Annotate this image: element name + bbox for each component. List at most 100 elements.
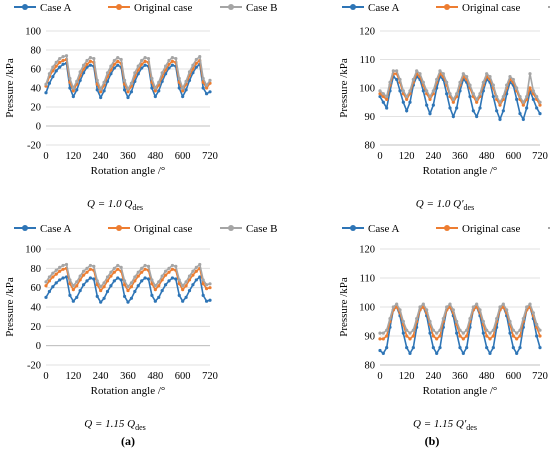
y-tick-label: 100 (359, 84, 375, 95)
data-point (431, 89, 435, 93)
data-point (435, 337, 439, 341)
data-point (64, 54, 69, 58)
data-point (201, 293, 205, 297)
x-tick-label: 720 (532, 371, 548, 382)
data-point (428, 319, 432, 324)
legend-swatch-marker (350, 4, 356, 10)
data-point (201, 278, 205, 282)
data-point (448, 106, 452, 110)
data-point (471, 305, 475, 309)
legend-entry: Original case (436, 2, 520, 14)
data-point (518, 94, 522, 99)
data-point (143, 267, 147, 271)
data-point (58, 65, 62, 69)
data-point (85, 58, 89, 63)
data-point (525, 106, 529, 110)
legend-entry: Original case (436, 223, 520, 235)
data-point (518, 328, 522, 332)
data-point (153, 86, 157, 90)
caption-bottom-right: Q = 1.15 Q′des (413, 418, 477, 433)
x-tick-label: 360 (120, 151, 136, 162)
data-point (194, 57, 198, 62)
data-point (208, 286, 212, 290)
data-point (495, 94, 499, 99)
data-point (64, 262, 69, 267)
data-point (47, 279, 52, 283)
data-point (140, 58, 144, 63)
data-point (445, 92, 449, 96)
data-point (491, 334, 495, 338)
data-point (68, 76, 72, 81)
data-point (109, 284, 113, 288)
data-point (160, 278, 164, 282)
data-point (381, 92, 385, 96)
data-point (112, 279, 116, 283)
data-point (129, 296, 134, 300)
data-point (538, 112, 542, 116)
data-point (44, 295, 48, 299)
data-point (465, 346, 469, 350)
x-tick-label: 480 (479, 151, 495, 162)
data-point (508, 331, 512, 335)
data-point (88, 263, 93, 268)
data-point (61, 276, 65, 280)
data-point (425, 103, 429, 107)
data-point (68, 278, 72, 282)
data-point (471, 109, 475, 113)
data-point (461, 331, 465, 335)
data-point (157, 295, 161, 299)
data-point (385, 106, 389, 110)
x-tick-label: 720 (202, 151, 218, 162)
data-point (181, 86, 185, 90)
y-tick-label: -20 (27, 361, 41, 372)
data-point (78, 288, 82, 293)
data-point (381, 100, 385, 104)
data-point (508, 319, 512, 324)
data-point (411, 328, 415, 332)
data-point (385, 328, 389, 332)
y-axis-label: Pressure /kPa (338, 277, 350, 337)
data-point (119, 57, 123, 62)
data-point (167, 270, 171, 274)
data-point (441, 72, 445, 76)
data-point (398, 77, 402, 82)
data-point (495, 317, 499, 321)
data-point (102, 296, 106, 300)
x-tick-label: 480 (479, 371, 495, 382)
data-point (455, 92, 459, 96)
data-point (515, 337, 519, 341)
legend-label: Case A (368, 223, 400, 235)
data-point (184, 79, 188, 83)
data-point (88, 56, 93, 60)
data-point (491, 83, 495, 87)
data-point (521, 100, 525, 104)
x-tick-label: 0 (377, 151, 382, 162)
data-point (181, 89, 185, 93)
data-point (133, 275, 137, 279)
data-point (451, 114, 455, 119)
data-point (415, 69, 419, 73)
data-point (47, 72, 52, 76)
data-point (109, 274, 113, 278)
data-point (455, 106, 459, 110)
y-tick-label: 90 (365, 332, 376, 343)
data-point (112, 58, 116, 63)
data-point (71, 288, 75, 292)
data-point (385, 346, 389, 350)
data-point (431, 334, 435, 338)
data-point (431, 328, 435, 332)
data-point (451, 308, 455, 312)
data-point (525, 94, 529, 99)
data-point (435, 351, 439, 355)
data-point (198, 55, 202, 59)
legend-label: Case A (40, 2, 72, 14)
legend-swatch-marker (116, 4, 122, 10)
y-tick-label: 110 (360, 55, 375, 66)
x-tick-label: 720 (202, 371, 218, 382)
data-point (75, 79, 79, 83)
y-tick-label: 120 (359, 245, 375, 256)
data-point (75, 284, 79, 288)
data-point (411, 346, 415, 350)
data-point (167, 66, 171, 70)
